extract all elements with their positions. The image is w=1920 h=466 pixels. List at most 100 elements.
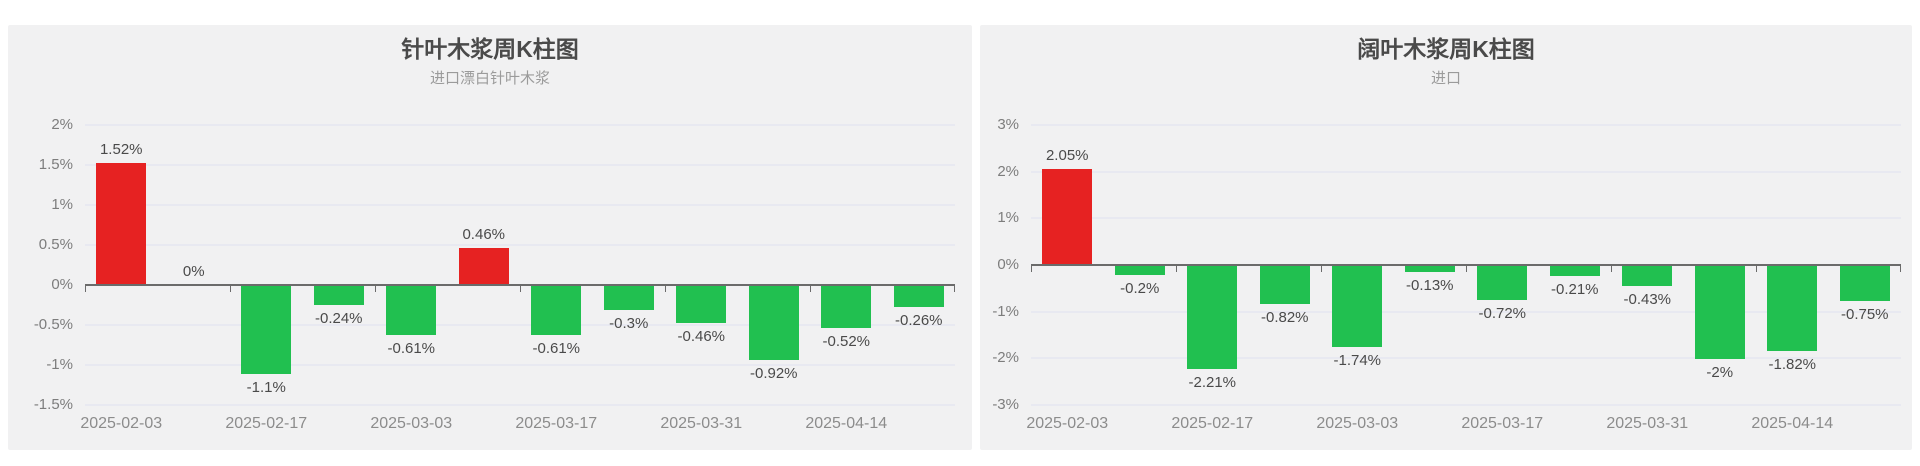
gridline: [1031, 404, 1901, 406]
bar[interactable]: [96, 163, 147, 285]
axis-tick: [1031, 266, 1032, 272]
chart-title-softwood: 针叶木浆周K柱图: [401, 36, 579, 62]
x-axis-line: [1031, 264, 1901, 266]
bar-value-label: 1.52%: [99, 141, 143, 159]
x-axis-label: 2025-04-14: [1751, 415, 1834, 432]
bar[interactable]: [531, 286, 582, 335]
bar-value-label: -0.21%: [1550, 280, 1599, 298]
bar-value-label: -0.13%: [1405, 277, 1454, 295]
bar[interactable]: [1839, 266, 1890, 301]
bar[interactable]: [821, 286, 872, 328]
y-axis-label: 0.5%: [38, 236, 73, 253]
bar[interactable]: [241, 286, 292, 374]
bar[interactable]: [1549, 266, 1600, 276]
axis-tick: [954, 286, 955, 292]
chart-area-softwood: 2% 1.5% 1% 0.5% 0% -0.5% -1% -1.5% 1.52% 0% -1.1% -…: [8, 116, 972, 435]
x-axis-label: 2025-04-14: [805, 415, 888, 432]
axis-tick: [1900, 266, 1901, 272]
x-axis-label: 2025-02-17: [1171, 415, 1254, 432]
bar-value-label: -0.52%: [822, 332, 871, 350]
bar-value-label: -0.24%: [314, 310, 363, 328]
y-axis-label: -1.5%: [33, 396, 73, 413]
chart-subtitle-softwood: 进口漂白针叶木浆: [429, 70, 550, 87]
bar[interactable]: [748, 286, 799, 360]
chart-card-hardwood-pulp: 阔叶木浆周K柱图 进口 3% 2% 1% 0% -1% -2% -3% 2.05% -0.2% -…: [980, 25, 1912, 450]
x-axis-labels-hardwood: 2025-02-03 2025-02-17 2025-03-03 2025-03-17…: [1026, 413, 1901, 435]
gridline: [85, 324, 955, 326]
bar-value-label: -0.26%: [894, 311, 943, 329]
gridline: [85, 124, 955, 126]
bar-value-label: -2%: [1706, 364, 1734, 382]
bar[interactable]: [1477, 266, 1528, 300]
bar[interactable]: [313, 286, 364, 306]
bar[interactable]: [1042, 169, 1093, 265]
gridline: [85, 364, 955, 366]
x-axis-label: 2025-03-17: [515, 415, 598, 432]
bar[interactable]: [893, 286, 944, 307]
bar-value-label: -0.43%: [1623, 291, 1672, 309]
gridline: [1031, 124, 1901, 126]
bar-value-label: -0.46%: [677, 327, 726, 345]
y-axis-label: -0.5%: [33, 316, 73, 333]
bar-value-label: 0%: [182, 263, 205, 280]
bar[interactable]: [676, 286, 727, 323]
y-axis-label: 1.5%: [38, 156, 73, 173]
axis-tick: [85, 286, 86, 292]
chart-subtitle-hardwood: 进口: [1430, 70, 1461, 87]
bar[interactable]: [458, 248, 509, 285]
bar[interactable]: [1187, 266, 1238, 370]
bar[interactable]: [1694, 266, 1745, 360]
gridline: [1031, 217, 1901, 220]
bar-value-label: -0.61%: [387, 339, 436, 357]
axis-tick: [665, 286, 666, 292]
bar[interactable]: [603, 286, 654, 310]
bar[interactable]: [1259, 266, 1310, 305]
axis-tick: [1321, 266, 1322, 272]
chart-title-hardwood: 阔叶木浆周K柱图: [1357, 36, 1535, 62]
x-axis-line: [85, 284, 955, 286]
x-axis-label: 2025-02-03: [80, 415, 163, 432]
x-axis-label: 2025-03-03: [370, 415, 453, 432]
y-axis-label: 1%: [51, 196, 73, 213]
x-axis-label: 2025-03-17: [1461, 415, 1544, 432]
y-axis-label: -2%: [992, 349, 1019, 367]
axis-tick: [375, 286, 376, 292]
x-axis-label: 2025-03-31: [660, 415, 743, 432]
gridline: [85, 164, 955, 166]
bar-value-label: -2.21%: [1188, 374, 1237, 392]
bar[interactable]: [1332, 266, 1383, 348]
x-axis-label: 2025-02-03: [1026, 415, 1109, 432]
y-axis-label: -1%: [46, 356, 73, 373]
bar[interactable]: [1404, 266, 1455, 273]
x-axis-label: 2025-03-31: [1606, 415, 1689, 432]
chart-plot-hardwood: 3% 2% 1% 0% -1% -2% -3% 2.05% -0.2% -2.21% -0.82% -…: [992, 116, 1901, 413]
axis-tick: [1756, 266, 1757, 272]
chart-plot-softwood: 2% 1.5% 1% 0.5% 0% -0.5% -1% -1.5% 1.52% 0% -1.1% -…: [34, 116, 955, 413]
bar-value-label: -0.75%: [1840, 306, 1889, 323]
y-axis-label: -3%: [992, 396, 1019, 413]
bar[interactable]: [386, 286, 437, 335]
bar-value-label: -1.82%: [1768, 355, 1817, 373]
axis-tick: [1611, 266, 1612, 272]
bar[interactable]: [1622, 266, 1673, 287]
bar-value-label: -0.72%: [1478, 304, 1527, 322]
gridline: [85, 204, 955, 206]
bar-value-label: -0.92%: [749, 364, 798, 382]
x-axis-label: 2025-03-03: [1316, 415, 1399, 432]
y-axis-label: 1%: [997, 209, 1019, 227]
bar-value-label: 0.46%: [462, 226, 506, 244]
axis-tick: [520, 286, 521, 292]
bar[interactable]: [1114, 266, 1165, 276]
bar-value-label: -1.74%: [1333, 352, 1382, 370]
bar-value-label: -0.82%: [1260, 309, 1309, 327]
bar-value-label: -0.61%: [532, 339, 581, 357]
axis-tick: [810, 286, 811, 292]
bar-value-label: -1.1%: [246, 379, 286, 396]
chart-card-softwood-pulp: 针叶木浆周K柱图 进口漂白针叶木浆 2% 1.5% 1% 0.5% 0% -0.5% -1%…: [8, 25, 972, 450]
bar-value-label: -0.2%: [1120, 280, 1160, 298]
bar[interactable]: [1767, 266, 1818, 351]
y-axis-label: -1%: [992, 302, 1019, 320]
gridline: [1031, 357, 1901, 360]
gridline: [85, 244, 955, 246]
